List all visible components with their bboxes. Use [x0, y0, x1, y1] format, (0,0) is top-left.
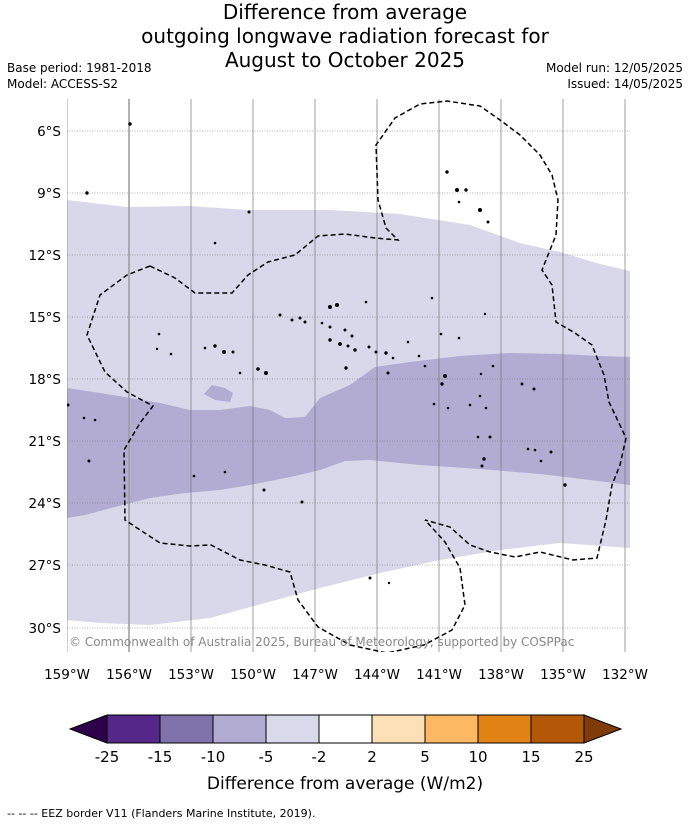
colorbar-segment — [106, 714, 161, 744]
colorbar-title: Difference from average (W/m2) — [207, 774, 483, 794]
colorbar-segment — [159, 714, 214, 744]
islands — [67, 122, 567, 585]
meta-left: Base period: 1981-2018 Model: ACCESS-S2 — [7, 60, 152, 92]
colorbar-segment — [530, 714, 585, 744]
anomaly-patch — [204, 385, 233, 402]
model-run: Model run: 12/05/2025 — [545, 61, 683, 75]
colorbar-segment — [477, 714, 532, 744]
lon-label: 135°W — [540, 667, 586, 683]
colorbar-segment — [424, 714, 479, 744]
colorbar-ticks: -25 -15 -10 -5 -2 2 5 10 15 25 — [95, 748, 594, 766]
lon-label: 159°W — [44, 667, 90, 683]
colorbar — [68, 714, 623, 744]
eez-legend-footer: -- -- -- EEZ border V11 (Flanders Marine… — [7, 807, 316, 820]
colorbar-tick: 2 — [367, 748, 377, 766]
chart-title: Difference from average outgoing longwav… — [0, 0, 690, 72]
meridian-lines — [67, 99, 626, 652]
title-line-2: outgoing longwave radiation forecast for — [141, 24, 549, 48]
longitude-labels: 159°W 156°W 153°W 150°W 147°W 144°W 141°… — [44, 667, 648, 683]
colorbar-tick: -25 — [95, 748, 120, 766]
lat-label: 12°S — [29, 248, 62, 264]
lon-label: 150°W — [230, 667, 276, 683]
lon-label: 132°W — [602, 667, 648, 683]
colorbar-tick: -15 — [148, 748, 173, 766]
lat-label: 15°S — [29, 310, 62, 326]
title-line-1: Difference from average — [222, 0, 468, 24]
lon-label: 144°W — [354, 667, 400, 683]
model-name: Model: ACCESS-S2 — [7, 77, 119, 91]
anomaly-band-mid — [67, 353, 630, 518]
lon-label: 138°W — [478, 667, 524, 683]
colorbar-tick: -2 — [312, 748, 327, 766]
colorbar-tick: 10 — [468, 748, 487, 766]
colorbar-segment — [212, 714, 267, 744]
title-line-3: August to October 2025 — [224, 48, 466, 72]
lon-label: 156°W — [106, 667, 152, 683]
colorbar-tick: 5 — [420, 748, 430, 766]
lat-label: 27°S — [29, 558, 62, 574]
lat-label: 24°S — [29, 496, 62, 512]
lat-label: 30°S — [29, 621, 62, 637]
colorbar-extend-low — [68, 714, 108, 744]
colorbar-segment — [318, 714, 373, 744]
lat-label: 21°S — [29, 434, 62, 450]
lon-label: 153°W — [168, 667, 214, 683]
colorbar-tick: -10 — [201, 748, 226, 766]
latitude-labels: 6°S 9°S 12°S 15°S 18°S 21°S 24°S 27°S 30… — [29, 124, 62, 637]
lat-label: 9°S — [37, 186, 61, 202]
base-period: Base period: 1981-2018 — [7, 61, 152, 75]
copyright-notice: © Commonwealth of Australia 2025, Bureau… — [69, 635, 574, 649]
meta-right: Model run: 12/05/2025 Issued: 14/05/2025 — [546, 60, 683, 92]
colorbar-tick: 25 — [574, 748, 593, 766]
colorbar-extend-high — [583, 714, 623, 744]
lat-label: 6°S — [37, 124, 61, 140]
colorbar-tick: 15 — [521, 748, 540, 766]
colorbar-segment — [265, 714, 320, 744]
lon-label: 147°W — [292, 667, 338, 683]
map-area: © Commonwealth of Australia 2025, Bureau… — [67, 99, 630, 652]
lon-label: 141°W — [416, 667, 462, 683]
lat-label: 18°S — [29, 372, 62, 388]
eez-cook-south — [86, 265, 466, 652]
eez-borders — [86, 100, 627, 652]
issued-date: Issued: 14/05/2025 — [567, 77, 683, 91]
colorbar-tick: -5 — [259, 748, 274, 766]
colorbar-segment — [371, 714, 426, 744]
eez-cook-islands — [149, 100, 627, 561]
